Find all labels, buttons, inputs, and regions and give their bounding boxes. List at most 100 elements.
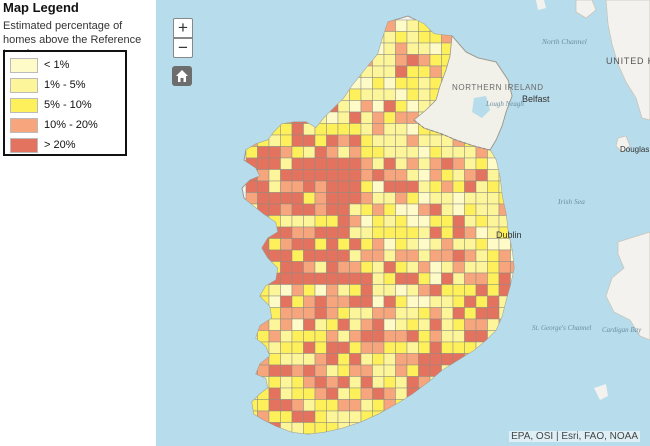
grid-square[interactable] — [303, 203, 316, 216]
grid-square[interactable] — [349, 330, 362, 343]
grid-square[interactable] — [326, 203, 339, 216]
grid-square[interactable] — [429, 180, 442, 193]
grid-square[interactable] — [429, 261, 442, 274]
grid-square[interactable] — [268, 399, 281, 412]
grid-square[interactable] — [406, 203, 419, 216]
grid-square[interactable] — [372, 376, 385, 389]
grid-square[interactable] — [291, 376, 304, 389]
grid-square[interactable] — [429, 272, 442, 285]
grid-square[interactable] — [418, 226, 431, 239]
grid-square[interactable] — [303, 272, 316, 285]
grid-square[interactable] — [429, 238, 442, 251]
grid-square[interactable] — [314, 134, 327, 147]
grid-square[interactable] — [418, 364, 431, 377]
grid-square[interactable] — [291, 249, 304, 262]
grid-square[interactable] — [452, 330, 465, 343]
grid-square[interactable] — [337, 295, 350, 308]
grid-square[interactable] — [441, 203, 454, 216]
grid-square[interactable] — [303, 249, 316, 262]
grid-square[interactable] — [429, 353, 442, 366]
grid-square[interactable] — [337, 134, 350, 147]
grid-square[interactable] — [372, 330, 385, 343]
grid-square[interactable] — [475, 157, 488, 170]
grid-square[interactable] — [257, 330, 270, 343]
grid-square[interactable] — [326, 387, 339, 400]
grid-square[interactable] — [418, 65, 431, 78]
grid-square[interactable] — [360, 272, 373, 285]
grid-square[interactable] — [314, 203, 327, 216]
grid-square[interactable] — [395, 100, 408, 113]
grid-square[interactable] — [406, 123, 419, 136]
grid-square[interactable] — [406, 376, 419, 389]
grid-square[interactable] — [395, 31, 408, 44]
grid-square[interactable] — [360, 157, 373, 170]
grid-square[interactable] — [429, 192, 442, 205]
grid-square[interactable] — [406, 19, 419, 32]
grid-square[interactable] — [314, 307, 327, 320]
grid-square[interactable] — [337, 238, 350, 251]
grid-square[interactable] — [395, 330, 408, 343]
grid-square[interactable] — [337, 192, 350, 205]
grid-square[interactable] — [383, 65, 396, 78]
grid-square[interactable] — [349, 111, 362, 124]
grid-square[interactable] — [372, 65, 385, 78]
grid-square[interactable] — [383, 295, 396, 308]
grid-square[interactable] — [395, 203, 408, 216]
grid-square[interactable] — [418, 146, 431, 159]
grid-square[interactable] — [349, 192, 362, 205]
grid-square[interactable] — [487, 180, 500, 193]
grid-square[interactable] — [291, 192, 304, 205]
grid-square[interactable] — [406, 226, 419, 239]
grid-square[interactable] — [429, 341, 442, 354]
grid-square[interactable] — [303, 353, 316, 366]
grid-square[interactable] — [280, 192, 293, 205]
zoom-in-button[interactable]: + — [173, 18, 193, 38]
grid-square[interactable] — [314, 330, 327, 343]
grid-square[interactable] — [475, 215, 488, 228]
grid-square[interactable] — [291, 295, 304, 308]
grid-square[interactable] — [406, 100, 419, 113]
grid-square[interactable] — [372, 215, 385, 228]
grid-square[interactable] — [452, 203, 465, 216]
grid-square[interactable] — [406, 77, 419, 90]
grid-square[interactable] — [441, 261, 454, 274]
grid-square[interactable] — [406, 146, 419, 159]
grid-square[interactable] — [498, 261, 511, 274]
grid-square[interactable] — [291, 318, 304, 331]
grid-square[interactable] — [280, 157, 293, 170]
grid-square[interactable] — [326, 261, 339, 274]
grid-square[interactable] — [395, 157, 408, 170]
grid-square[interactable] — [360, 146, 373, 159]
grid-square[interactable] — [441, 272, 454, 285]
grid-square[interactable] — [372, 284, 385, 297]
grid-square[interactable] — [268, 295, 281, 308]
grid-square[interactable] — [314, 387, 327, 400]
grid-square[interactable] — [487, 261, 500, 274]
grid-square[interactable] — [418, 261, 431, 274]
grid-square[interactable] — [257, 399, 270, 412]
grid-square[interactable] — [360, 261, 373, 274]
grid-square[interactable] — [475, 180, 488, 193]
grid-square[interactable] — [418, 295, 431, 308]
grid-square[interactable] — [372, 123, 385, 136]
grid-square[interactable] — [291, 180, 304, 193]
grid-square[interactable] — [383, 31, 396, 44]
grid-square[interactable] — [383, 376, 396, 389]
grid-square[interactable] — [383, 100, 396, 113]
grid-square[interactable] — [452, 295, 465, 308]
grid-square[interactable] — [291, 134, 304, 147]
grid-square[interactable] — [360, 330, 373, 343]
grid-square[interactable] — [383, 77, 396, 90]
grid-square[interactable] — [326, 410, 339, 423]
grid-square[interactable] — [383, 169, 396, 182]
grid-square[interactable] — [360, 376, 373, 389]
grid-square[interactable] — [395, 272, 408, 285]
grid-square[interactable] — [510, 261, 523, 274]
grid-square[interactable] — [452, 215, 465, 228]
grid-square[interactable] — [280, 410, 293, 423]
grid-square[interactable] — [372, 134, 385, 147]
grid-square[interactable] — [487, 192, 500, 205]
grid-square[interactable] — [475, 295, 488, 308]
grid-square[interactable] — [314, 238, 327, 251]
grid-square[interactable] — [303, 157, 316, 170]
